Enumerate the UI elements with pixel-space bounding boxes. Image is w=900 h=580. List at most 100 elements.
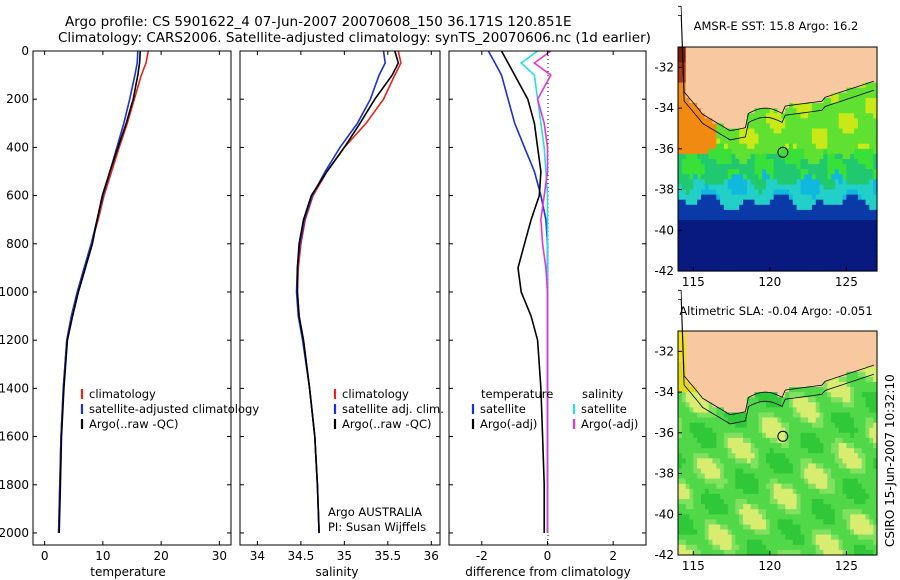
map-cell bbox=[861, 381, 867, 388]
map-cell bbox=[762, 204, 767, 211]
map-cell bbox=[819, 159, 824, 165]
map-cell bbox=[800, 220, 805, 226]
map-cell bbox=[754, 397, 759, 403]
map-cell bbox=[693, 478, 698, 485]
map-cell bbox=[815, 189, 821, 196]
map-cell bbox=[846, 199, 851, 206]
map-cell bbox=[834, 346, 840, 352]
map-cell bbox=[762, 92, 767, 99]
map-cell bbox=[697, 412, 702, 419]
map-cell bbox=[723, 427, 729, 434]
map-cell bbox=[804, 235, 809, 242]
map-cell bbox=[743, 488, 748, 495]
map-cell bbox=[697, 77, 702, 84]
map-cell bbox=[865, 67, 870, 74]
map-cell bbox=[857, 128, 863, 135]
map-cell bbox=[834, 47, 840, 53]
map-cell bbox=[746, 77, 752, 84]
map-cell bbox=[838, 504, 844, 510]
map-cell bbox=[769, 519, 775, 526]
map-cell bbox=[838, 331, 844, 337]
map-cell bbox=[708, 376, 713, 383]
map-cell bbox=[857, 371, 863, 378]
map-cell bbox=[781, 432, 786, 439]
map-cell bbox=[685, 230, 691, 236]
map-cell bbox=[693, 504, 698, 510]
map-cell bbox=[831, 97, 836, 104]
map-cell bbox=[861, 128, 867, 135]
map-cell bbox=[727, 453, 733, 459]
map-cell bbox=[689, 255, 694, 262]
map-cell bbox=[819, 250, 824, 257]
map-cell bbox=[796, 199, 801, 206]
map-cell bbox=[800, 529, 805, 536]
map-cell bbox=[689, 174, 694, 180]
map-cell bbox=[762, 164, 767, 170]
map-cell bbox=[869, 199, 874, 206]
map-cell bbox=[842, 194, 847, 201]
map-cell bbox=[850, 453, 855, 459]
map-cell bbox=[811, 488, 817, 495]
map-cell bbox=[796, 82, 801, 89]
map-cell bbox=[739, 184, 744, 191]
map-cell bbox=[701, 387, 706, 393]
map-cell bbox=[681, 255, 687, 262]
map-cell bbox=[789, 138, 794, 145]
map-cell bbox=[854, 250, 859, 257]
map-cell bbox=[785, 164, 790, 170]
map-cell bbox=[750, 77, 756, 84]
map-cell bbox=[731, 458, 736, 464]
map-cell bbox=[796, 174, 801, 180]
map-cell bbox=[773, 488, 779, 495]
map-cell bbox=[678, 92, 683, 99]
map-cell bbox=[865, 443, 870, 449]
map-cell bbox=[712, 499, 717, 505]
map-cell bbox=[861, 539, 867, 546]
map-cell bbox=[815, 128, 821, 135]
map-cell bbox=[800, 483, 805, 490]
map-cell bbox=[857, 509, 863, 515]
map-cell bbox=[762, 194, 767, 201]
map-cell bbox=[838, 255, 844, 262]
map-cell bbox=[792, 371, 798, 378]
map-cell bbox=[865, 128, 870, 135]
map-cell bbox=[777, 123, 782, 130]
map-cell bbox=[739, 376, 744, 383]
map-cell bbox=[834, 265, 840, 272]
map-cell bbox=[804, 504, 809, 510]
map-cell bbox=[861, 153, 867, 160]
legend-label: satellite bbox=[480, 402, 526, 416]
map-cell bbox=[716, 453, 721, 459]
map-cell bbox=[739, 250, 744, 257]
map-cell bbox=[850, 397, 855, 403]
map-cell bbox=[796, 534, 801, 541]
map-cell bbox=[697, 204, 702, 211]
map-cell bbox=[769, 215, 775, 221]
map-cell bbox=[681, 204, 687, 211]
map-cell bbox=[708, 443, 713, 449]
map-cell bbox=[827, 432, 832, 439]
map-cell bbox=[831, 331, 836, 337]
map-cell bbox=[873, 255, 878, 262]
map-cell bbox=[796, 381, 801, 388]
map-cell bbox=[678, 189, 683, 196]
map-cell bbox=[819, 103, 824, 109]
map-cell bbox=[854, 260, 859, 267]
map-cell bbox=[827, 87, 832, 94]
map-cell bbox=[854, 82, 859, 89]
map-cell bbox=[681, 245, 687, 252]
map-cell bbox=[685, 534, 691, 541]
map-cell bbox=[754, 514, 759, 520]
map-cell bbox=[693, 220, 698, 226]
map-cell bbox=[697, 209, 702, 216]
map-cell bbox=[681, 240, 687, 247]
map-cell bbox=[834, 549, 840, 556]
map-cell bbox=[693, 392, 698, 398]
map-cell bbox=[720, 351, 725, 358]
map-cell bbox=[785, 539, 790, 546]
map-cell bbox=[831, 143, 836, 150]
map-cell bbox=[781, 148, 786, 155]
map-cell bbox=[873, 67, 878, 74]
map-cell bbox=[811, 549, 817, 556]
map-cell bbox=[842, 103, 847, 109]
